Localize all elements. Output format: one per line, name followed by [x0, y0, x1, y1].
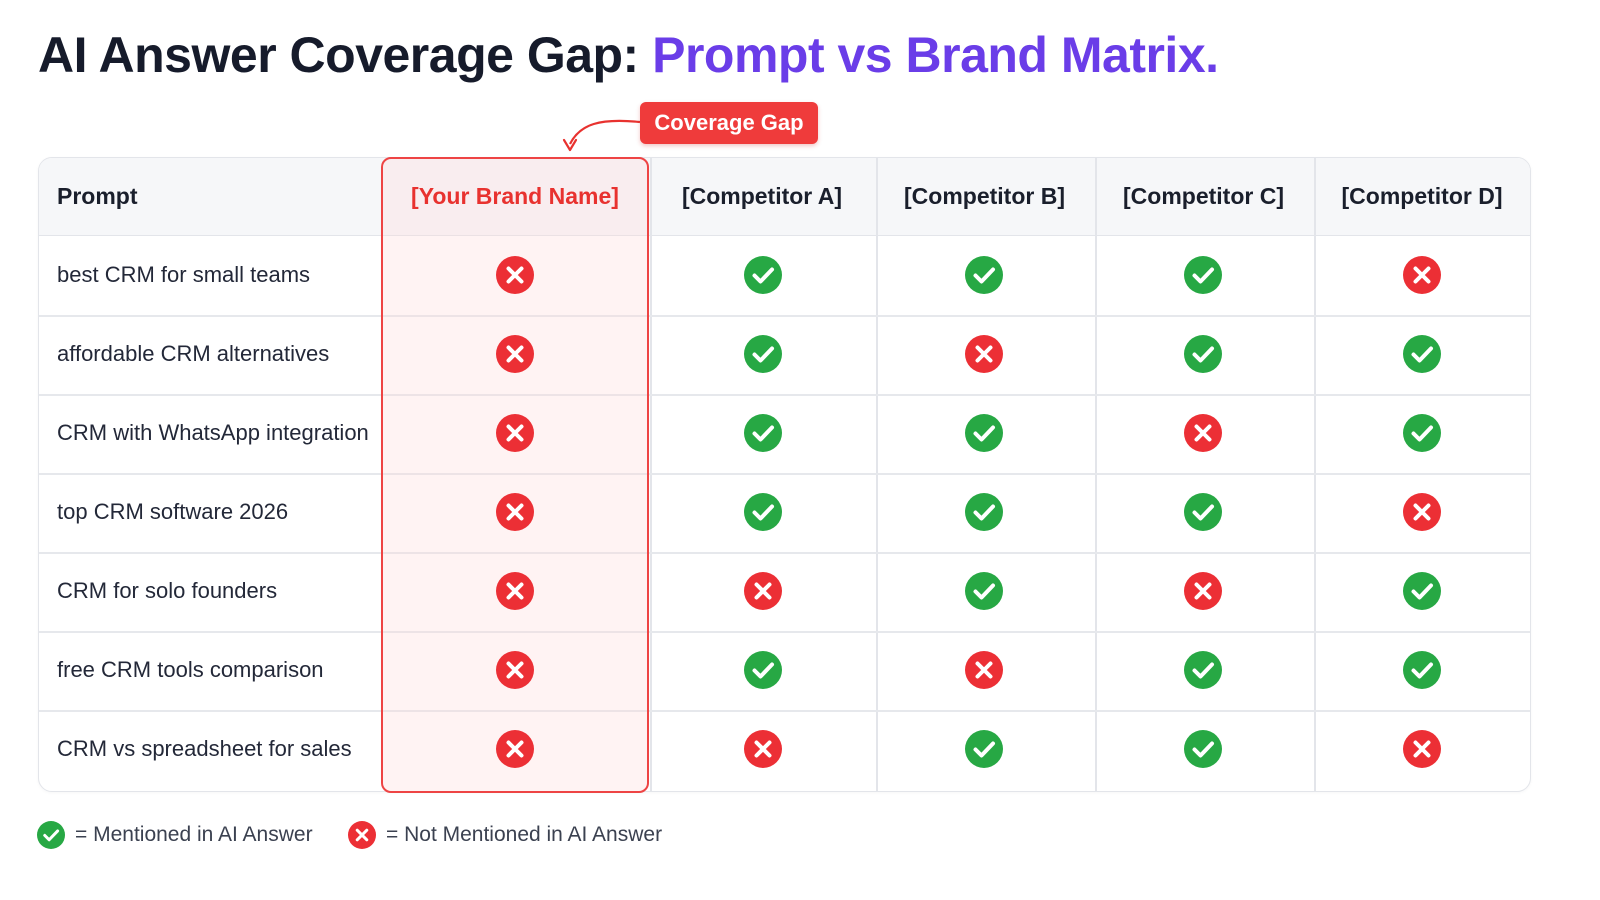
check-circle-icon — [965, 492, 1003, 531]
x-circle-icon — [348, 821, 376, 849]
check-circle-icon — [965, 413, 1003, 452]
check-circle-icon — [1184, 334, 1222, 373]
table-grid — [39, 158, 1530, 791]
row-divider — [39, 473, 1530, 475]
prompt-cell: free CRM tools comparison — [57, 656, 324, 682]
column-header-competitor-c: [Competitor C] — [1123, 182, 1284, 209]
prompt-cell: CRM vs spreadsheet for sales — [57, 735, 352, 761]
title-part-accent: Prompt vs Brand Matrix. — [652, 27, 1219, 83]
check-circle-icon — [965, 729, 1003, 768]
check-circle-icon — [1403, 334, 1441, 373]
x-circle-icon — [1184, 571, 1222, 610]
prompt-cell: top CRM software 2026 — [57, 498, 289, 524]
x-circle-icon — [1403, 729, 1441, 768]
x-circle-icon — [1403, 492, 1441, 531]
column-divider — [650, 158, 652, 791]
callout-arrow-icon — [562, 119, 641, 152]
x-circle-icon — [496, 334, 534, 373]
x-circle-icon — [965, 334, 1003, 373]
x-circle-icon — [1403, 255, 1441, 294]
legend-mentioned: = Mentioned in AI Answer — [37, 818, 313, 852]
prompt-cell: CRM for solo founders — [57, 577, 278, 603]
check-circle-icon — [744, 492, 782, 531]
check-circle-icon — [744, 413, 782, 452]
prompt-cell: affordable CRM alternatives — [57, 340, 330, 366]
check-circle-icon — [1184, 492, 1222, 531]
check-circle-icon — [965, 255, 1003, 294]
prompt-cell: best CRM for small teams — [57, 261, 311, 287]
legend-not-mentioned: = Not Mentioned in AI Answer — [348, 818, 662, 852]
matrix-table — [38, 157, 1531, 792]
row-divider — [39, 315, 1530, 317]
x-circle-icon — [496, 255, 534, 294]
column-header-competitor-a: [Competitor A] — [681, 182, 843, 209]
column-divider — [876, 158, 878, 791]
x-circle-icon — [744, 571, 782, 610]
x-circle-icon — [1184, 413, 1222, 452]
check-circle-icon — [1403, 571, 1441, 610]
row-divider — [39, 394, 1530, 396]
check-circle-icon — [744, 650, 782, 689]
check-circle-icon — [37, 821, 65, 849]
check-circle-icon — [744, 334, 782, 373]
column-header-competitor-b: [Competitor B] — [904, 182, 1065, 209]
x-circle-icon — [744, 729, 782, 768]
x-circle-icon — [496, 413, 534, 452]
x-circle-icon — [496, 729, 534, 768]
row-divider — [39, 631, 1530, 633]
coverage-gap-callout: Coverage Gap — [640, 102, 818, 144]
brand-column-highlight — [381, 157, 649, 793]
check-circle-icon — [1184, 255, 1222, 294]
column-divider — [1095, 158, 1097, 791]
column-header-your-brand: [Your Brand Name] — [411, 182, 619, 209]
column-header-competitor-d: [Competitor D] — [1341, 182, 1503, 209]
row-divider — [39, 552, 1530, 554]
check-circle-icon — [1184, 650, 1222, 689]
title-part-main: AI Answer Coverage Gap: — [38, 27, 653, 83]
check-circle-icon — [744, 255, 782, 294]
x-circle-icon — [496, 492, 534, 531]
page-title: AI Answer Coverage Gap: Prompt vs Brand … — [38, 26, 1219, 84]
prompt-cell: CRM with WhatsApp integration — [57, 419, 369, 445]
x-circle-icon — [496, 571, 534, 610]
legend-mentioned-label: = Mentioned in AI Answer — [75, 823, 313, 846]
column-header-prompt: Prompt — [57, 182, 138, 209]
legend-not-mentioned-label: = Not Mentioned in AI Answer — [386, 823, 663, 846]
column-divider — [1314, 158, 1316, 791]
row-divider — [39, 710, 1530, 712]
table-header-band — [39, 158, 1530, 236]
x-circle-icon — [965, 650, 1003, 689]
x-circle-icon — [496, 650, 534, 689]
check-circle-icon — [1184, 729, 1222, 768]
check-circle-icon — [1403, 413, 1441, 452]
check-circle-icon — [965, 571, 1003, 610]
check-circle-icon — [1403, 650, 1441, 689]
